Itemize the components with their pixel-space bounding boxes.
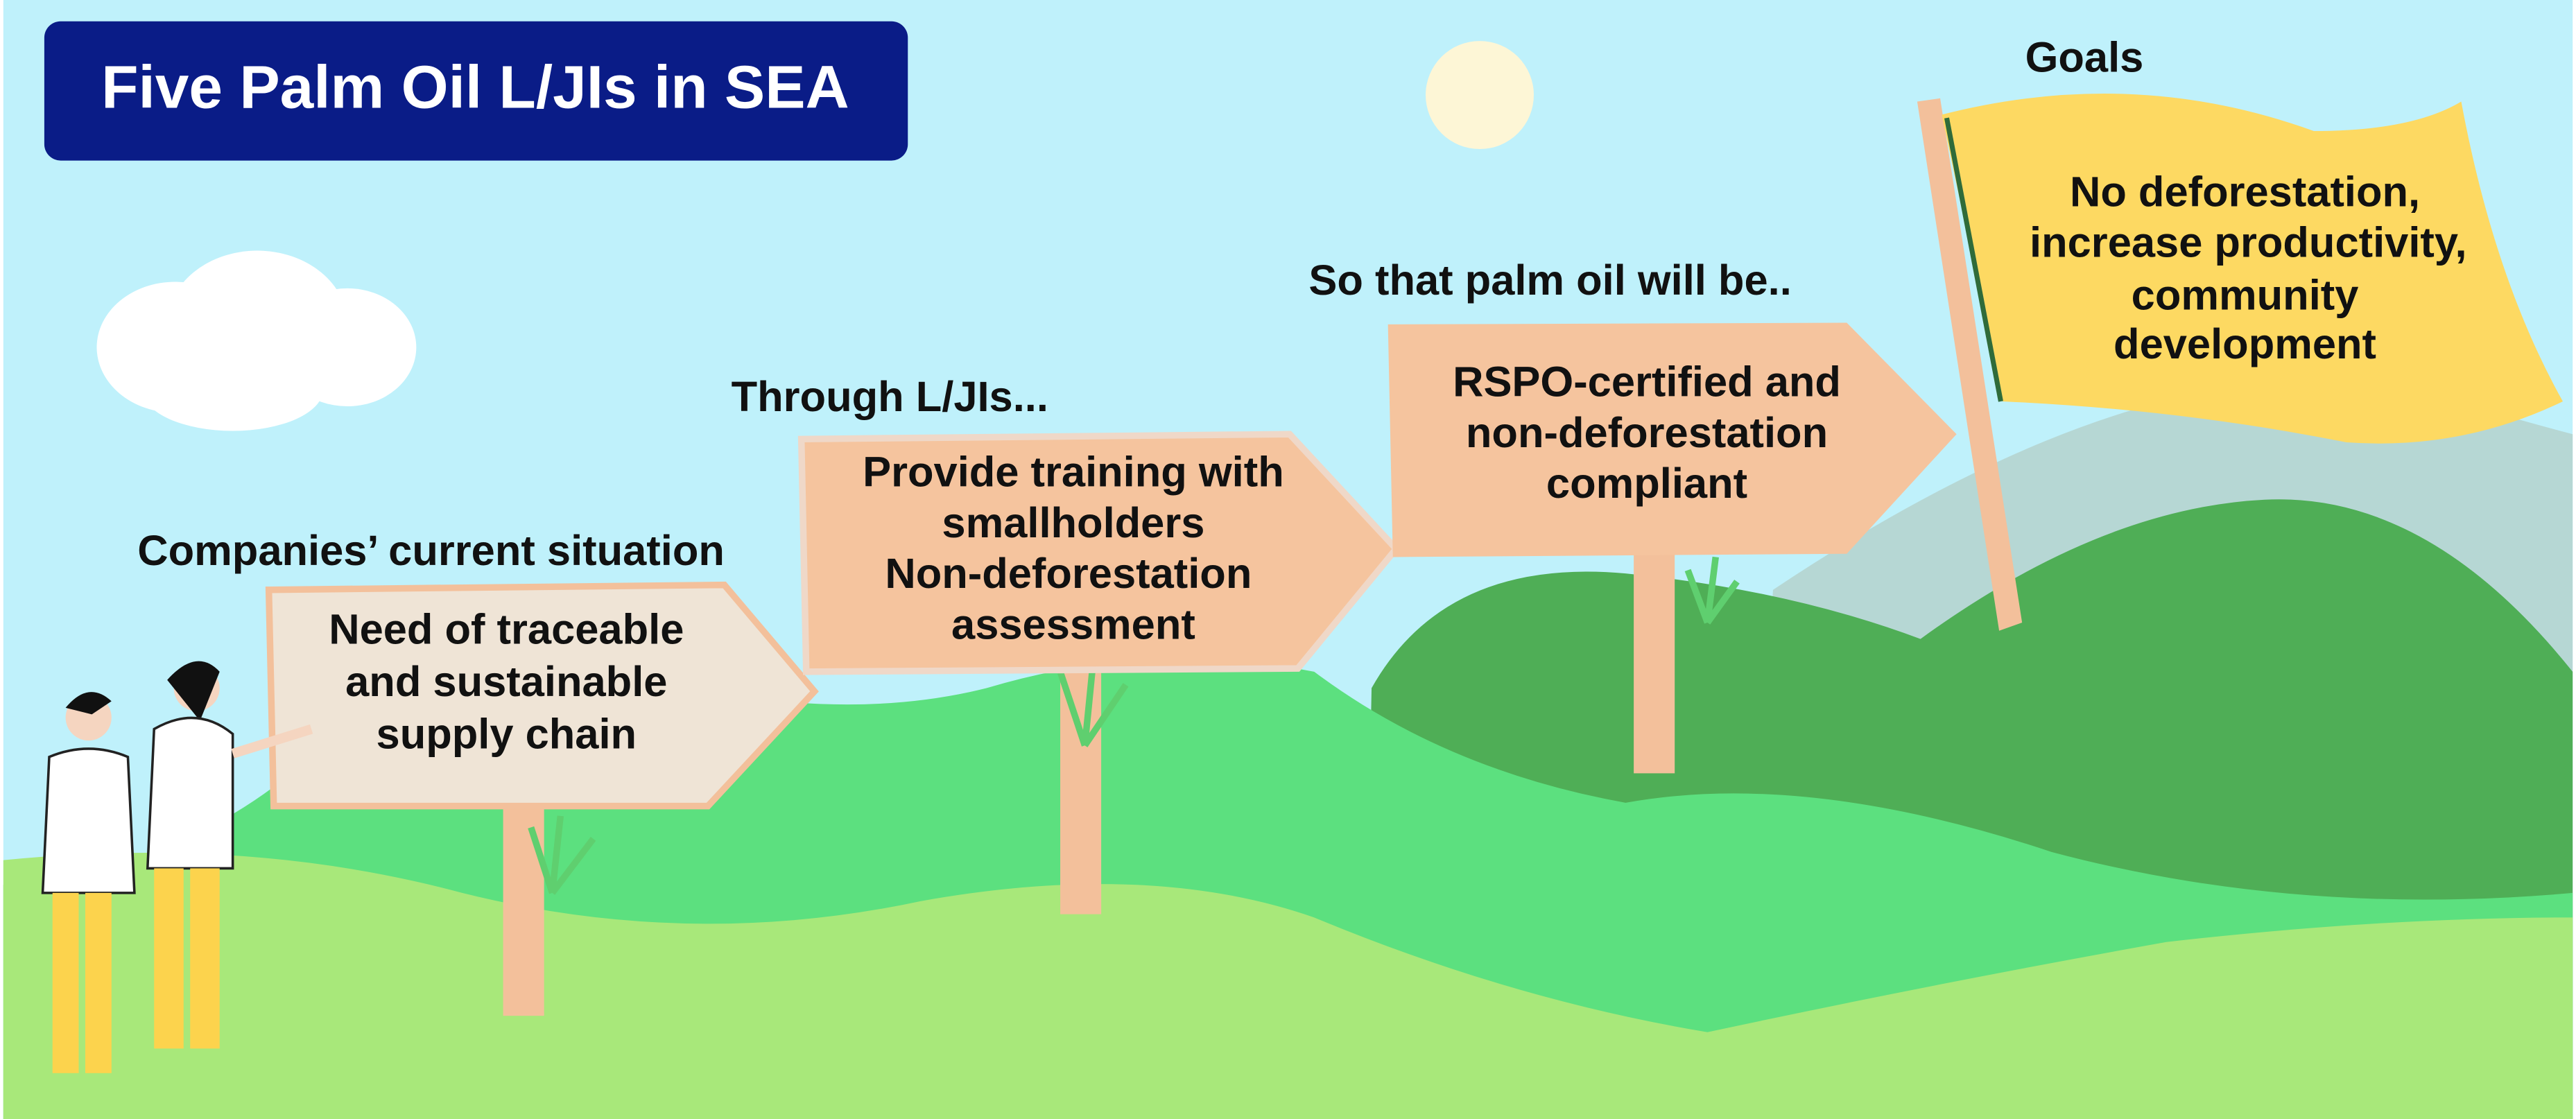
sign-text: assessment <box>951 600 1195 648</box>
sign-text: and sustainable <box>345 658 667 706</box>
goal-text: development <box>2113 320 2376 368</box>
sign-text: smallholders <box>942 499 1204 547</box>
sign-text: non-deforestation <box>1466 409 1828 457</box>
sign-text: supply chain <box>377 711 637 758</box>
sign-text: Non-deforestation <box>885 550 1252 598</box>
goal-text: No deforestation, <box>2070 168 2420 216</box>
sign-text: Provide training with <box>863 449 1284 496</box>
goal-text: increase productivity, <box>2030 219 2467 267</box>
goal-text: community <box>2132 271 2359 319</box>
stage-heading: So that palm oil will be.. <box>1308 257 1791 304</box>
sun <box>1426 41 1534 149</box>
sign-text: Need of traceable <box>329 605 684 653</box>
page: Five Palm Oil L/JIs in SEA Companies’ cu… <box>0 0 2576 1119</box>
flag <box>1942 94 2563 444</box>
stage-heading: Through L/JIs... <box>732 373 1048 421</box>
goal-heading: Goals <box>2025 34 2144 82</box>
sign-post <box>503 795 544 1016</box>
infographic: Five Palm Oil L/JIs in SEA Companies’ cu… <box>0 0 2576 1119</box>
title: Five Palm Oil L/JIs in SEA <box>101 53 849 121</box>
sign-text: compliant <box>1546 460 1747 508</box>
sign-post <box>1634 541 1675 774</box>
stage-heading: Companies’ current situation <box>137 527 725 575</box>
sign-text: RSPO-certified and <box>1453 358 1841 406</box>
